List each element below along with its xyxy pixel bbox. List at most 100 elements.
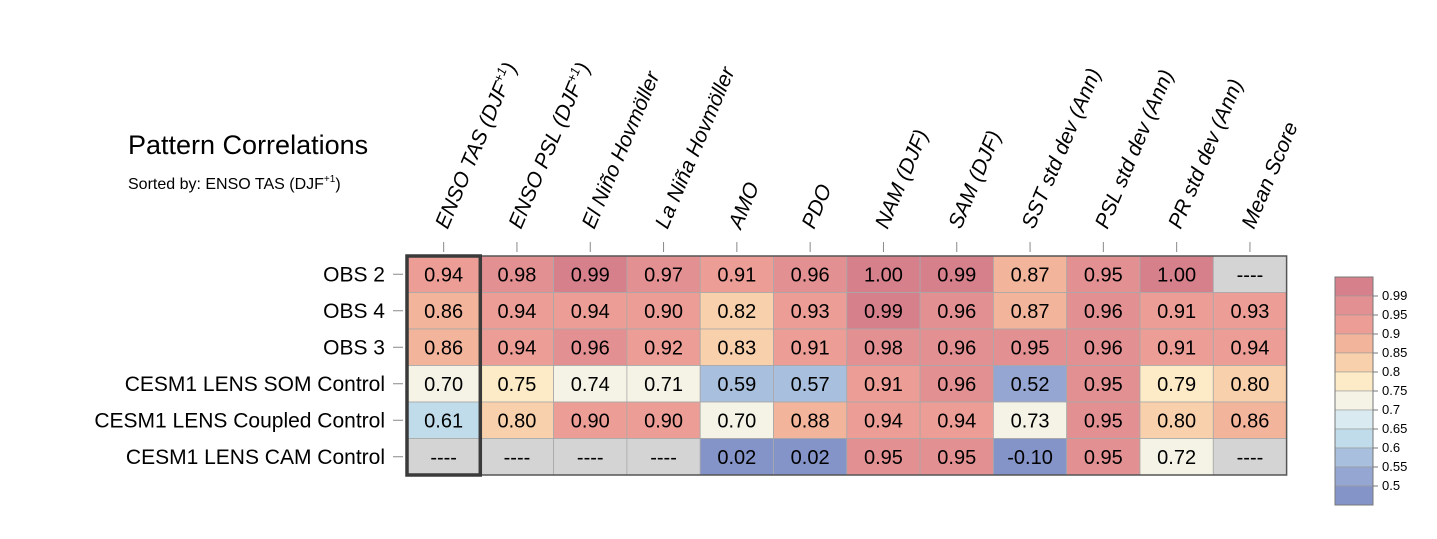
heatmap-cell xyxy=(626,255,701,293)
colorbar-segment xyxy=(1334,428,1374,449)
cell-value-label: 0.94 xyxy=(497,337,536,359)
heatmap-cell xyxy=(406,292,481,330)
cell-value-label: 0.59 xyxy=(717,374,756,396)
cell-value-label: 0.52 xyxy=(1011,374,1050,396)
heatmap-cell xyxy=(479,401,554,439)
cell-value-label: 0.72 xyxy=(1157,447,1196,469)
heatmap-cell xyxy=(1139,401,1214,439)
row-label: OBS 3 xyxy=(323,336,385,359)
colorbar-segment xyxy=(1334,390,1374,411)
cell-value-label: 0.93 xyxy=(1230,301,1269,323)
column-label: La Niña Hovmöller xyxy=(651,63,740,232)
heatmap-cell xyxy=(1139,438,1214,476)
row-labels: OBS 2 OBS 4 OBS 3 CESM1 LENS SOM Control CES… xyxy=(94,263,403,469)
heatmap-cell xyxy=(479,438,554,476)
cell-value-label: 0.90 xyxy=(571,410,610,432)
cell-value-label: 0.75 xyxy=(497,374,536,396)
cell-value-label: 0.91 xyxy=(791,337,830,359)
colorbar-segment xyxy=(1334,409,1374,430)
heatmap-cell xyxy=(846,365,921,403)
chart-subtitle-superscript: +1 xyxy=(324,174,336,185)
heatmap-cell xyxy=(1139,365,1214,403)
heatmap-cell xyxy=(1212,292,1288,330)
cell-value-label: 1.00 xyxy=(1157,264,1196,286)
heatmap-cell xyxy=(553,292,628,330)
cell-value-label: 0.70 xyxy=(424,374,463,396)
cell-value-label: ---- xyxy=(577,447,604,469)
heatmap-cell xyxy=(1212,328,1288,366)
cell-value-label: 0.98 xyxy=(864,337,903,359)
cell-value-label: 0.90 xyxy=(644,410,683,432)
cell-value-label: 0.86 xyxy=(424,301,463,323)
cell-value-label: 0.91 xyxy=(864,374,903,396)
cell-value-label: ---- xyxy=(430,447,457,469)
cell-value-label: 0.95 xyxy=(864,447,903,469)
cell-value-label: 0.87 xyxy=(1011,264,1050,286)
column-label: El Niño Hovmöller xyxy=(578,67,665,232)
column-label-text: PR std dev (Ann) xyxy=(1164,76,1248,232)
cell-value-label: 0.02 xyxy=(717,447,756,469)
heatmap-cell xyxy=(919,255,994,293)
column-label-superscript: +1 xyxy=(490,65,510,85)
heatmap-cell xyxy=(773,365,848,403)
cell-value-label: 0.96 xyxy=(937,337,976,359)
heatmap-cell xyxy=(479,328,554,366)
heatmap-cell xyxy=(626,438,701,476)
heatmap-cell xyxy=(626,292,701,330)
colorbar-segment xyxy=(1334,485,1374,506)
sorted-column-highlight xyxy=(405,254,483,477)
heatmap-cell xyxy=(993,292,1068,330)
colorbar-tick-label: 0.75 xyxy=(1382,383,1407,398)
cell-value-label: ---- xyxy=(1237,264,1264,286)
column-label-text: SST std dev (Ann) xyxy=(1017,65,1105,232)
cell-value-label: 0.94 xyxy=(424,264,463,286)
heatmap-cell xyxy=(1066,328,1141,366)
column-label-text: La Niña Hovmöller xyxy=(651,63,740,232)
heatmap-cell xyxy=(699,365,774,403)
heatmap-cell xyxy=(479,365,554,403)
column-label: PR std dev (Ann) xyxy=(1164,76,1248,232)
colorbar-segment xyxy=(1334,333,1374,354)
cell-value-label: 0.80 xyxy=(1157,410,1196,432)
column-label-text: PSL std dev (Ann) xyxy=(1091,66,1179,232)
colorbar-segment xyxy=(1334,371,1374,392)
heatmap-cell xyxy=(406,401,481,439)
column-label-text: Mean Score xyxy=(1237,119,1302,232)
heatmap-cell xyxy=(1139,255,1214,293)
cell-value-label: 0.70 xyxy=(717,410,756,432)
cell-value-label: ---- xyxy=(504,447,531,469)
colorbar-tick-label: 0.95 xyxy=(1382,307,1407,322)
cell-value-label: 0.86 xyxy=(424,337,463,359)
colorbar-tick-label: 0.55 xyxy=(1382,459,1407,474)
colorbar-tick-label: 0.6 xyxy=(1382,440,1400,455)
colorbar-tick-label: 0.8 xyxy=(1382,364,1400,379)
cell-value-label: 0.92 xyxy=(644,337,683,359)
cell-value-label: -0.10 xyxy=(1007,447,1053,469)
heatmap-cell xyxy=(773,401,848,439)
cell-value-label: 0.96 xyxy=(1084,337,1123,359)
column-label-text: ENSO TAS (DJF xyxy=(431,78,514,232)
heatmap-cell xyxy=(773,292,848,330)
cell-value-label: 0.99 xyxy=(864,301,903,323)
cell-value-label: 0.94 xyxy=(571,301,610,323)
heatmap-cell xyxy=(406,328,481,366)
cell-value-label: 1.00 xyxy=(864,264,903,286)
heatmap-cell xyxy=(846,401,921,439)
cell-value-label: 0.94 xyxy=(864,410,903,432)
heatmap-cell xyxy=(1212,255,1288,293)
colorbar-segment xyxy=(1334,466,1374,487)
column-labels: ENSO TAS (DJF+1)ENSO PSL (DJF+1)El Niño … xyxy=(431,59,1303,252)
colorbar-tick-label: 0.99 xyxy=(1382,288,1407,303)
cell-value-label: 0.94 xyxy=(937,410,976,432)
column-label: PDO xyxy=(798,181,837,232)
cell-value-label: 0.96 xyxy=(937,301,976,323)
heatmap-cell xyxy=(773,328,848,366)
cell-value-label: 0.80 xyxy=(497,410,536,432)
colorbar-segment xyxy=(1334,276,1374,297)
chart-subtitle-suffix: ) xyxy=(335,176,340,193)
heatmap-cell xyxy=(993,401,1068,439)
cell-value-label: 0.57 xyxy=(791,374,830,396)
cell-value-label: ---- xyxy=(650,447,677,469)
colorbar-tick-label: 0.65 xyxy=(1382,421,1407,436)
cell-value-label: 0.82 xyxy=(717,301,756,323)
